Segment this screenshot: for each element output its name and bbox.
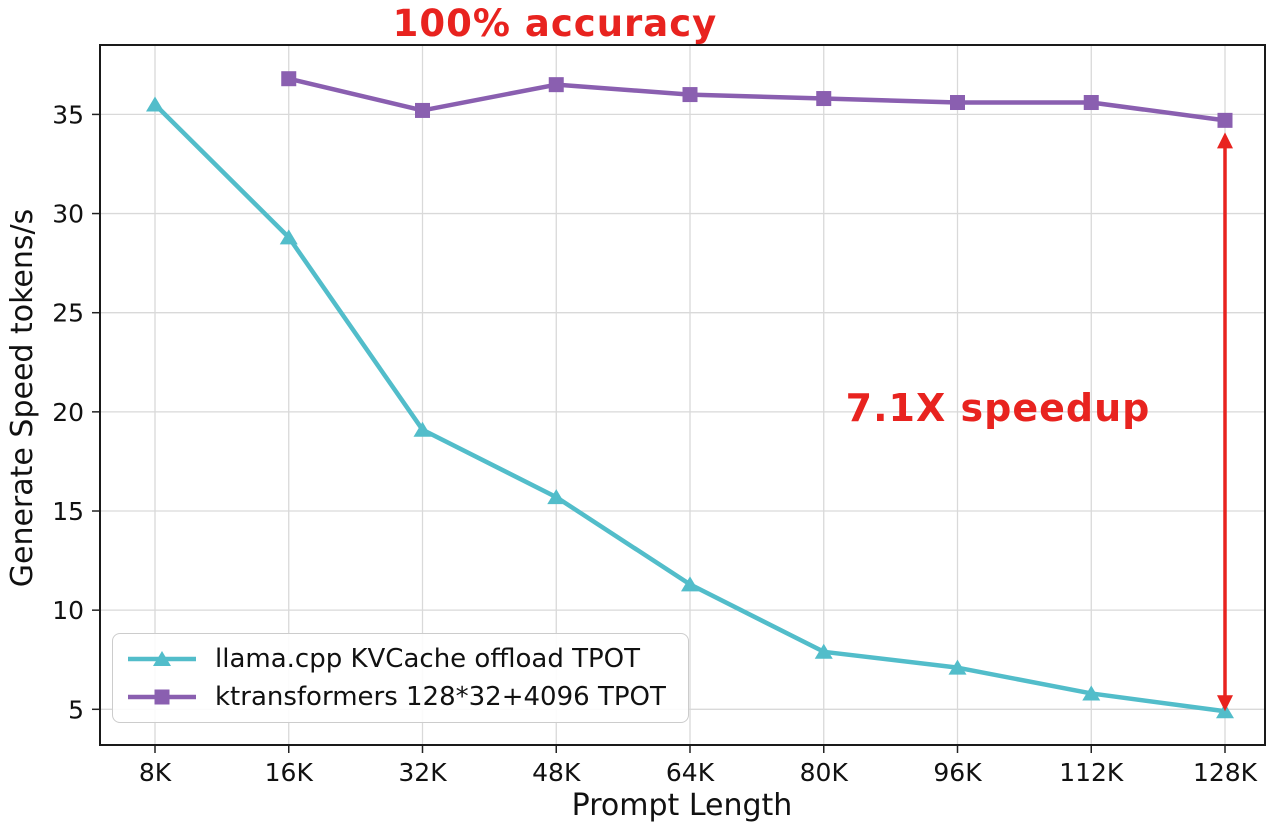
legend: llama.cpp KVCache offload TPOT ktransform… — [112, 633, 689, 723]
x-tick-label: 96K — [933, 758, 982, 787]
x-tick-label: 80K — [800, 758, 849, 787]
y-tick-label: 10 — [52, 596, 84, 625]
legend-label: llama.cpp KVCache offload TPOT — [215, 644, 640, 674]
tick-labels: 8K 16K 32K 48K 64K 80K 96K 112K 128K 5 10 15 20 25 30 3… — [52, 100, 1257, 787]
y-tick-label: 5 — [68, 695, 84, 724]
square-marker — [548, 77, 564, 93]
accuracy-annotation: 100% accuracy — [392, 2, 718, 45]
y-tick-label: 35 — [52, 100, 84, 129]
x-tick-label: 48K — [532, 758, 581, 787]
square-marker — [1083, 95, 1099, 111]
legend-label: ktransformers 128*32+4096 TPOT — [215, 682, 666, 712]
square-marker-icon — [125, 684, 199, 710]
series-0 — [146, 96, 1234, 719]
x-axis-label: Prompt Length — [571, 788, 793, 823]
legend-item-1: ktransformers 128*32+4096 TPOT — [125, 682, 666, 712]
series-1 — [281, 71, 1233, 128]
speedup-annotation: 7.1X speedup — [845, 386, 1151, 430]
square-marker — [950, 95, 965, 111]
triangle-marker — [681, 576, 699, 592]
x-tick-label: 16K — [265, 758, 314, 787]
y-tick-label: 25 — [52, 299, 84, 328]
triangle-marker — [948, 659, 967, 675]
y-tick-label: 20 — [52, 398, 84, 427]
y-tick-label: 30 — [52, 200, 84, 229]
triangle-marker-icon — [125, 646, 199, 672]
y-tick-label: 15 — [52, 497, 84, 526]
triangle-marker — [413, 421, 432, 437]
x-tick-label: 32K — [398, 758, 447, 787]
speedup-arrow — [1217, 132, 1233, 712]
triangle-marker — [279, 229, 298, 245]
triangle-marker — [814, 643, 833, 659]
tick-marks — [92, 113, 1226, 753]
triangle-marker — [1082, 685, 1101, 701]
square-marker — [281, 71, 297, 87]
x-tick-label: 128K — [1193, 758, 1258, 787]
gridlines — [100, 45, 1265, 745]
square-marker — [816, 91, 832, 107]
triangle-marker — [547, 489, 566, 505]
square-marker — [682, 87, 698, 103]
axes-border — [99, 44, 1266, 746]
x-tick-label: 112K — [1059, 758, 1124, 787]
series-line — [286, 76, 1228, 123]
y-axis-label: Generate Speed tokens/s — [5, 208, 40, 588]
x-tick-label: 64K — [666, 758, 715, 787]
square-marker — [415, 102, 430, 118]
triangle-marker — [146, 96, 164, 112]
legend-item-0: llama.cpp KVCache offload TPOT — [125, 644, 666, 674]
x-tick-label: 8K — [139, 758, 172, 787]
square-marker — [1217, 112, 1233, 128]
